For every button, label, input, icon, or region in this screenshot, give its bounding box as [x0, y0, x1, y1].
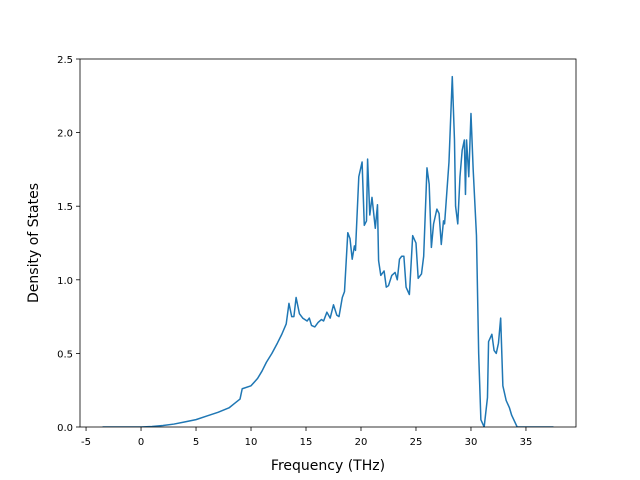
x-tick-label: 0 — [138, 437, 144, 448]
x-tick-label: 10 — [245, 437, 258, 448]
x-tick-label: -5 — [81, 437, 91, 448]
x-axis-label: Frequency (THz) — [271, 458, 385, 474]
x-tick-label: 15 — [300, 437, 313, 448]
y-tick-label: 2.5 — [57, 55, 73, 66]
y-tick-label: 0.0 — [57, 423, 73, 434]
y-tick-label: 0.5 — [57, 349, 73, 360]
x-tick-label: 35 — [520, 437, 533, 448]
y-tick-label: 2.0 — [57, 129, 73, 140]
data-line — [102, 75, 554, 427]
x-tick-label: 5 — [193, 437, 199, 448]
plot-frame — [79, 58, 577, 428]
y-tick-label: 1.0 — [57, 276, 73, 287]
x-tick-label: 30 — [465, 437, 478, 448]
y-axis-label: Density of States — [26, 183, 42, 303]
y-tick-label: 1.5 — [57, 202, 73, 213]
x-tick-label: 20 — [355, 437, 368, 448]
x-tick-label: 25 — [410, 437, 423, 448]
